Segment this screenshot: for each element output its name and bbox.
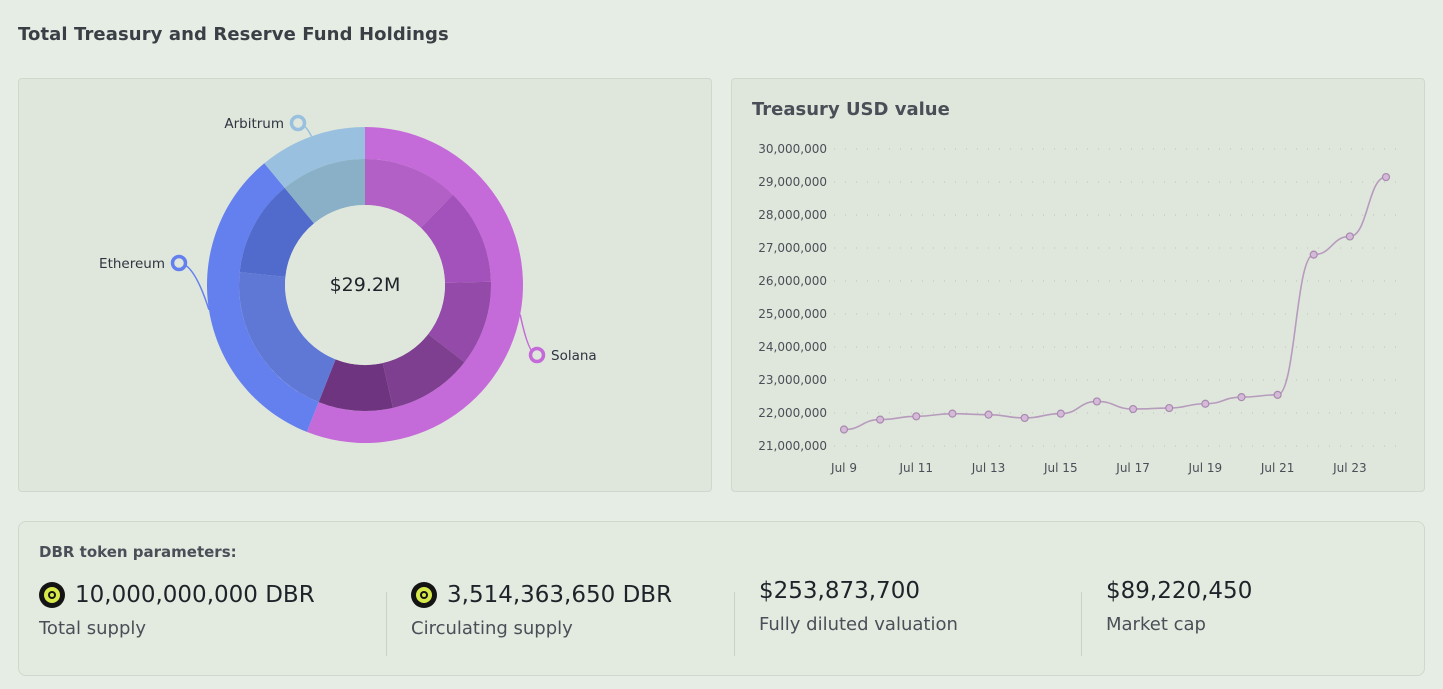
market-cap-label: Market cap	[1106, 614, 1206, 635]
data-point[interactable]	[1201, 399, 1210, 408]
treasury-usd-panel: Treasury USD value 30,000,000 29,000,000 2…	[731, 78, 1425, 492]
treasury-series-line	[843, 176, 1387, 431]
fdv-stat: $253,873,700 Fully diluted valuation	[759, 578, 958, 658]
fdv-label: Fully diluted valuation	[759, 614, 958, 635]
holdings-donut-chart: Solana Ethereum Arbitrum $29.2M	[99, 114, 597, 443]
slice-label-solana: Solana	[551, 348, 597, 364]
circulating-supply-label: Circulating supply	[411, 618, 573, 639]
divider	[386, 592, 387, 656]
params-title: DBR token parameters:	[39, 543, 237, 561]
data-point[interactable]	[1381, 172, 1391, 182]
x-tick-label: Jul 19	[1188, 461, 1223, 475]
data-point[interactable]	[1273, 390, 1282, 399]
label-marker-arbitrum	[289, 114, 307, 132]
data-point[interactable]	[912, 412, 921, 421]
data-point[interactable]	[1056, 409, 1065, 418]
x-tick-label: Jul 11	[898, 461, 933, 475]
data-point[interactable]	[1345, 232, 1354, 241]
donut-center-total: $29.2M	[330, 274, 401, 296]
slice-arbitrum-outer[interactable]	[264, 127, 365, 188]
slice-label-arbitrum: Arbitrum	[224, 116, 284, 132]
y-tick-label: 30,000,000	[758, 142, 827, 156]
data-point[interactable]	[876, 415, 885, 424]
market-cap-stat: $89,220,450 Market cap	[1106, 578, 1252, 658]
chart-title: Treasury USD value	[752, 99, 950, 120]
data-point[interactable]	[948, 409, 957, 418]
x-tick-label: Jul 15	[1043, 461, 1078, 475]
total-supply-stat: 10,000,000,000 DBR Total supply	[39, 582, 315, 662]
circulating-supply-value: 3,514,363,650 DBR	[447, 582, 673, 608]
dbr-token-icon	[411, 582, 437, 608]
page-title: Total Treasury and Reserve Fund Holdings	[18, 24, 449, 45]
y-tick-label: 28,000,000	[758, 208, 827, 222]
x-tick-label: Jul 23	[1332, 461, 1367, 475]
slice-ethereum-inner[interactable]	[239, 187, 315, 277]
y-tick-label: 26,000,000	[758, 274, 827, 288]
slice-solana-inner[interactable]	[365, 159, 453, 228]
label-marker-solana	[528, 346, 546, 364]
leader-line-ethereum	[178, 262, 210, 310]
x-tick-label: Jul 13	[971, 461, 1006, 475]
y-tick-label: 23,000,000	[758, 373, 827, 387]
data-point[interactable]	[1165, 403, 1174, 413]
slice-solana-inner[interactable]	[382, 334, 465, 408]
treasury-line-chart: 30,000,000 29,000,000 28,000,000 27,000,000…	[758, 142, 1396, 475]
donut-hole	[285, 205, 445, 365]
token-parameters-card: DBR token parameters: 10,000,000,000 DBR…	[18, 521, 1425, 676]
slice-solana-inner[interactable]	[318, 359, 393, 412]
y-tick-label: 22,000,000	[758, 406, 827, 420]
total-supply-label: Total supply	[39, 618, 147, 639]
data-point[interactable]	[1237, 393, 1246, 402]
data-point[interactable]	[984, 410, 993, 419]
market-cap-value: $89,220,450	[1106, 578, 1253, 604]
slice-solana-outer[interactable]	[306, 127, 523, 443]
y-tick-label: 21,000,000	[758, 439, 827, 453]
dbr-token-icon	[39, 582, 65, 608]
slice-ethereum-inner[interactable]	[238, 272, 336, 403]
data-point[interactable]	[1020, 413, 1029, 423]
x-tick-label: Jul 21	[1260, 461, 1295, 475]
x-tick-label: Jul 9	[830, 461, 857, 475]
y-tick-label: 24,000,000	[758, 340, 827, 354]
divider	[1081, 592, 1082, 656]
data-point[interactable]	[1092, 397, 1102, 406]
y-tick-label: 29,000,000	[758, 175, 827, 189]
fdv-value: $253,873,700	[759, 578, 920, 604]
slice-solana-inner[interactable]	[420, 194, 491, 283]
slice-arbitrum-inner[interactable]	[284, 159, 365, 224]
divider	[734, 592, 735, 656]
slice-solana-inner[interactable]	[428, 281, 492, 363]
x-tick-label: Jul 17	[1115, 461, 1150, 475]
y-tick-label: 27,000,000	[758, 241, 827, 255]
data-point[interactable]	[839, 425, 849, 434]
data-point[interactable]	[1128, 404, 1138, 414]
circulating-supply-stat: 3,514,363,650 DBR Circulating supply	[411, 582, 672, 662]
label-marker-ethereum	[170, 254, 188, 272]
total-supply-value: 10,000,000,000 DBR	[75, 582, 315, 608]
holdings-donut-panel: Solana Ethereum Arbitrum $29.2M	[18, 78, 712, 492]
slice-ethereum-outer[interactable]	[206, 163, 319, 432]
slice-label-ethereum: Ethereum	[99, 256, 165, 272]
y-tick-label: 25,000,000	[758, 307, 827, 321]
data-point[interactable]	[1309, 250, 1318, 259]
